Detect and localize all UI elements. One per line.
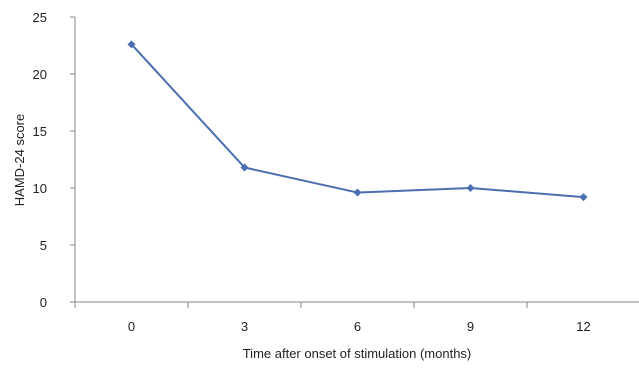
- series-group: [127, 40, 588, 202]
- data-point-marker: [240, 163, 249, 172]
- y-tick-label: 0: [40, 295, 47, 310]
- y-tick-label: 20: [33, 67, 47, 82]
- y-tick-label: 10: [33, 181, 47, 196]
- data-point-marker: [579, 193, 588, 202]
- x-tick-label: 3: [241, 319, 248, 334]
- x-axis-title: Time after onset of stimulation (months): [243, 346, 472, 361]
- y-axis-title: HAMD-24 score: [12, 114, 27, 206]
- data-point-marker: [353, 188, 362, 197]
- series-line: [130, 43, 584, 199]
- data-point-marker: [127, 40, 136, 49]
- y-tick-label: 5: [40, 238, 47, 253]
- y-axis: 0 5 10 15 20 25: [33, 10, 76, 310]
- x-tick-label: 6: [354, 319, 361, 334]
- x-tick-label: 9: [467, 319, 474, 334]
- y-tick-label: 25: [33, 10, 47, 25]
- data-point-marker: [466, 184, 475, 192]
- x-tick-label: 0: [128, 319, 135, 334]
- x-tick-label: 12: [576, 319, 590, 334]
- y-tick-label: 15: [33, 124, 47, 139]
- x-axis: 0 3 6 9 12: [74, 301, 639, 334]
